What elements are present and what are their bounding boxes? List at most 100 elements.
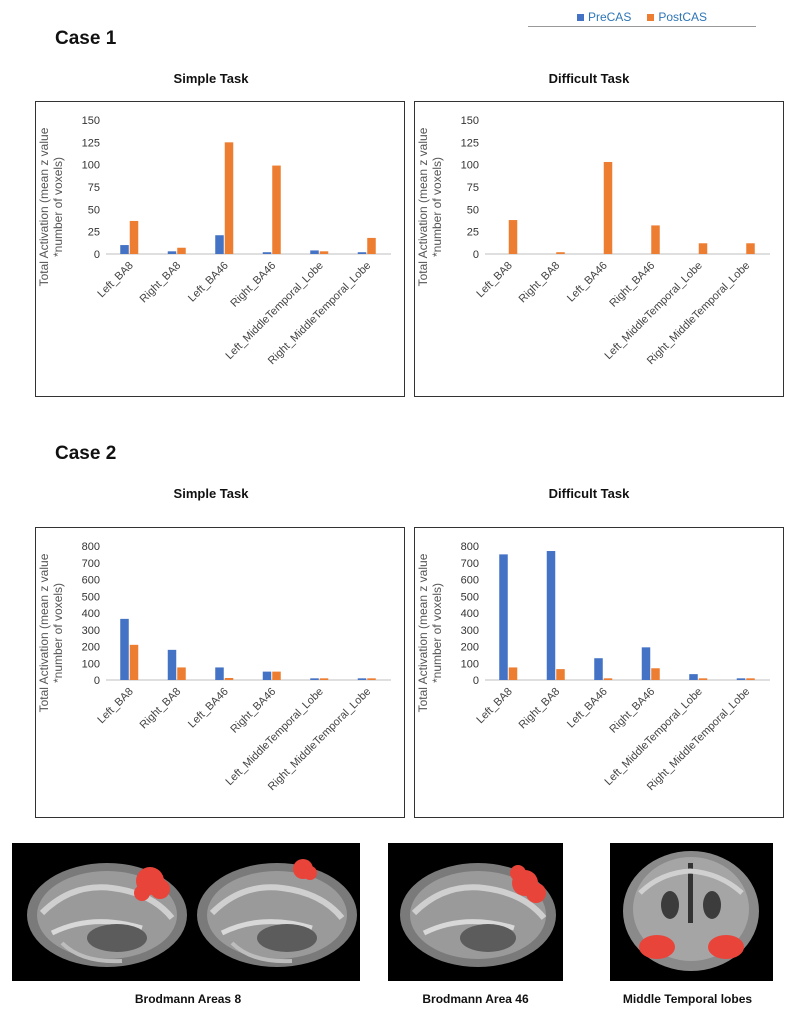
- y-tick-label: 100: [82, 658, 100, 670]
- bar-precas-left_middletemporal_lobe: [310, 250, 319, 254]
- bar-postcas-right_ba46: [272, 165, 281, 254]
- bar-postcas-left_ba46: [603, 678, 613, 680]
- caption-ba8: Brodmann Areas 8: [134, 992, 242, 1006]
- sagittal-slice-right: [197, 859, 357, 967]
- bar-precas-left_ba46: [215, 235, 224, 254]
- bar-postcas-right_ba8: [177, 247, 186, 254]
- chart-case1-difficult: Total Activation (mean z value *number of…: [416, 115, 770, 368]
- brain-sagittal-ba8-illustration: [27, 859, 357, 967]
- y-tick-label: 100: [82, 160, 100, 172]
- brain-image-mtl: [610, 843, 773, 981]
- y-tick-label: 700: [82, 558, 100, 570]
- bar-postcas-right_ba46: [272, 671, 281, 680]
- bar-postcas-left_middletemporal_lobe: [698, 678, 708, 680]
- x-tick-label: Left_BA46: [186, 686, 231, 731]
- y-tick-label: 150: [82, 115, 100, 127]
- bar-postcas-left_ba8: [129, 644, 139, 680]
- y-tick-label: 75: [88, 182, 100, 194]
- y-tick-label: 400: [461, 608, 479, 620]
- bar-postcas-left_ba46: [603, 161, 613, 254]
- y-axis-label-line1: Total Activation (mean z value: [416, 553, 430, 712]
- y-tick-label: 0: [473, 675, 479, 687]
- y-tick-label: 800: [82, 541, 100, 553]
- bar-postcas-left_middletemporal_lobe: [698, 243, 708, 254]
- bar-precas-right_middletemporal_lobe: [357, 252, 367, 254]
- y-tick-label: 50: [88, 204, 100, 216]
- bar-precas-left_ba8: [120, 618, 129, 680]
- chart-panel-case1-difficult: Total Activation (mean z value *number of…: [414, 101, 784, 397]
- bar-postcas-left_middletemporal_lobe: [319, 678, 329, 680]
- x-tick-label: Left_MiddleTemporal_Lobe: [603, 686, 705, 788]
- case1-difficult-title: Difficult Task: [548, 71, 630, 86]
- x-tick-label: Left_BA46: [186, 260, 231, 305]
- bar-postcas-right_middletemporal_lobe: [746, 243, 755, 254]
- bar-postcas-left_ba8: [129, 220, 139, 254]
- y-tick-label: 50: [467, 204, 479, 216]
- bar-postcas-right_ba8: [556, 669, 565, 680]
- x-tick-label: Left_BA8: [95, 686, 135, 726]
- case1-simple-title: Simple Task: [173, 71, 249, 86]
- x-tick-label: Right_BA46: [607, 686, 657, 736]
- y-tick-label: 300: [461, 625, 479, 637]
- y-tick-label: 25: [467, 227, 479, 239]
- bar-precas-left_middletemporal_lobe: [689, 674, 698, 680]
- x-tick-label: Left_MiddleTemporal_Lobe: [224, 686, 326, 788]
- x-tick-label: Right_MiddleTemporal_Lobe: [645, 686, 753, 794]
- y-tick-label: 700: [461, 558, 479, 570]
- y-axis-label-line1: Total Activation (mean z value: [37, 127, 51, 286]
- bar-postcas-right_ba8: [177, 667, 186, 680]
- bar-postcas-right_middletemporal_lobe: [367, 678, 376, 680]
- y-tick-label: 200: [82, 642, 100, 654]
- bar-precas-left_ba8: [120, 245, 129, 254]
- y-tick-label: 100: [461, 658, 479, 670]
- y-tick-label: 600: [82, 575, 100, 587]
- y-axis-label-line2: *number of voxels): [430, 157, 444, 257]
- x-tick-label: Left_BA8: [95, 260, 135, 300]
- legend-item-precas: PreCAS: [576, 10, 631, 24]
- y-tick-label: 0: [473, 249, 479, 261]
- y-tick-label: 125: [82, 137, 100, 149]
- x-tick-label: Left_BA46: [565, 686, 610, 731]
- chart-case2-difficult: Total Activation (mean z value *number of…: [416, 541, 770, 794]
- bar-precas-right_middletemporal_lobe: [736, 678, 746, 680]
- bar-precas-right_ba8: [167, 649, 177, 680]
- bar-postcas-right_middletemporal_lobe: [746, 678, 755, 680]
- legend-swatch-postcas: [647, 13, 655, 21]
- bar-postcas-left_ba46: [224, 142, 234, 254]
- y-tick-label: 500: [461, 591, 479, 603]
- x-tick-label: Right_MiddleTemporal_Lobe: [266, 260, 374, 368]
- bar-precas-right_middletemporal_lobe: [357, 678, 367, 680]
- y-tick-label: 100: [461, 160, 479, 172]
- y-tick-label: 300: [82, 625, 100, 637]
- x-tick-label: Left_MiddleTemporal_Lobe: [603, 260, 705, 362]
- x-tick-label: Left_BA8: [474, 686, 514, 726]
- bar-precas-left_ba46: [594, 658, 603, 680]
- bar-postcas-right_ba8: [556, 252, 565, 254]
- legend-swatch-precas: [576, 13, 584, 21]
- brain-sagittal-ba46-illustration: [400, 863, 556, 967]
- y-tick-label: 25: [88, 227, 100, 239]
- caption-ba46: Brodmann Area 46: [422, 992, 529, 1006]
- chart-case1-simple: Total Activation (mean z value *number of…: [37, 115, 391, 368]
- legend-underline: [528, 26, 756, 27]
- x-tick-label: Right_BA8: [138, 686, 184, 732]
- bar-postcas-left_middletemporal_lobe: [319, 251, 329, 254]
- x-tick-label: Right_MiddleTemporal_Lobe: [645, 260, 753, 368]
- y-tick-label: 400: [82, 608, 100, 620]
- bar-postcas-left_ba8: [508, 667, 518, 680]
- x-tick-label: Right_BA46: [607, 260, 657, 310]
- brain-image-ba46: [388, 843, 563, 981]
- x-tick-label: Right_BA8: [517, 260, 563, 306]
- y-axis-label-line2: *number of voxels): [51, 157, 65, 257]
- y-tick-label: 75: [467, 182, 479, 194]
- chart-panel-case2-simple: Total Activation (mean z value *number of…: [35, 527, 405, 818]
- chart-panel-case2-difficult: Total Activation (mean z value *number of…: [414, 527, 784, 818]
- y-tick-label: 600: [461, 575, 479, 587]
- x-tick-label: Right_BA46: [228, 686, 278, 736]
- case1-title: Case 1: [55, 28, 117, 49]
- caption-mtl: Middle Temporal lobes: [622, 992, 753, 1006]
- y-axis-label-line2: *number of voxels): [430, 583, 444, 683]
- bar-precas-left_ba46: [215, 667, 224, 680]
- x-tick-label: Left_BA46: [565, 260, 610, 305]
- bar-postcas-right_middletemporal_lobe: [367, 237, 376, 254]
